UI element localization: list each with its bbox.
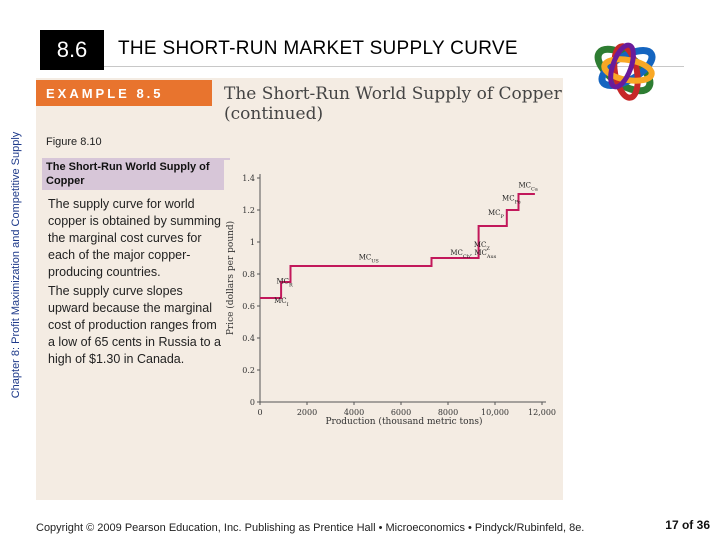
- x-tick-label: 4000: [344, 408, 364, 417]
- mc-annotation: MCCh, MCAus: [450, 249, 496, 260]
- chart-axes: 0 0.2 0.4 0.6 0.8 1 1.2 1.4 0 2000 4000 6000 8000 10,…: [242, 174, 556, 417]
- supply-chart: 0 0.2 0.4 0.6 0.8 1 1.2 1.4 0 2000 4000 6000 8000 10,…: [224, 160, 559, 430]
- footer-copyright: Copyright © 2009 Pearson Education, Inc.…: [36, 522, 585, 534]
- y-axis-label: Price (dollars per pound): [225, 221, 236, 335]
- y-tick-label: 0: [250, 398, 255, 407]
- mc-annotation: MCI: [274, 297, 289, 308]
- example-heading-line1: The Short-Run World Supply of Copper: [224, 84, 562, 104]
- y-tick-label: 0.6: [242, 302, 255, 311]
- x-tick-label: 8000: [438, 408, 458, 417]
- figure-title: The Short-Run World Supply of Copper: [42, 158, 230, 190]
- supply-curve-line: [260, 193, 535, 299]
- figure-desc-p2: The supply curve slopes upward because t…: [48, 284, 222, 366]
- y-tick-label: 1: [250, 238, 255, 247]
- figure-desc-p1: The supply curve for world copper is obt…: [48, 197, 222, 279]
- x-tick-label: 0: [257, 408, 262, 417]
- y-tick-label: 0.2: [242, 366, 255, 375]
- figure-description: The supply curve for world copper is obt…: [48, 196, 223, 371]
- x-tick-label: 10,000: [481, 408, 509, 417]
- mc-annotation: MCP: [488, 209, 505, 220]
- y-tick-label: 1.2: [242, 206, 255, 215]
- y-tick-label: 0.4: [242, 334, 255, 343]
- example-label: EXAMPLE 8.5: [36, 80, 212, 106]
- mc-annotation: MCR: [276, 278, 293, 289]
- y-tick-label: 1.4: [242, 174, 255, 183]
- example-heading-line2: (continued): [224, 104, 324, 125]
- figure-label: Figure 8.10: [46, 136, 102, 148]
- mc-annotation: MCCa: [519, 182, 538, 193]
- mc-annotation: MCPe: [502, 194, 521, 205]
- chapter-label: Chapter 8: Profit Maximization and Compe…: [10, 131, 22, 399]
- x-axis-label: Production (thousand metric tons): [325, 416, 482, 427]
- mc-annotation: MCZ: [474, 241, 491, 252]
- x-tick-label: 12,000: [528, 408, 556, 417]
- x-tick-label: 6000: [391, 408, 411, 417]
- example-heading: The Short-Run World Supply of Copper (co…: [224, 84, 562, 125]
- rings-logo: [594, 42, 656, 101]
- x-tick-label: 2000: [297, 408, 317, 417]
- y-tick-label: 0.8: [242, 270, 255, 279]
- title-divider: [104, 66, 684, 67]
- section-number: 8.6: [40, 30, 104, 70]
- page-number: 17 of 36: [665, 518, 710, 532]
- mc-annotation: MCUS: [359, 254, 380, 265]
- section-title: THE SHORT-RUN MARKET SUPPLY CURVE: [118, 38, 518, 59]
